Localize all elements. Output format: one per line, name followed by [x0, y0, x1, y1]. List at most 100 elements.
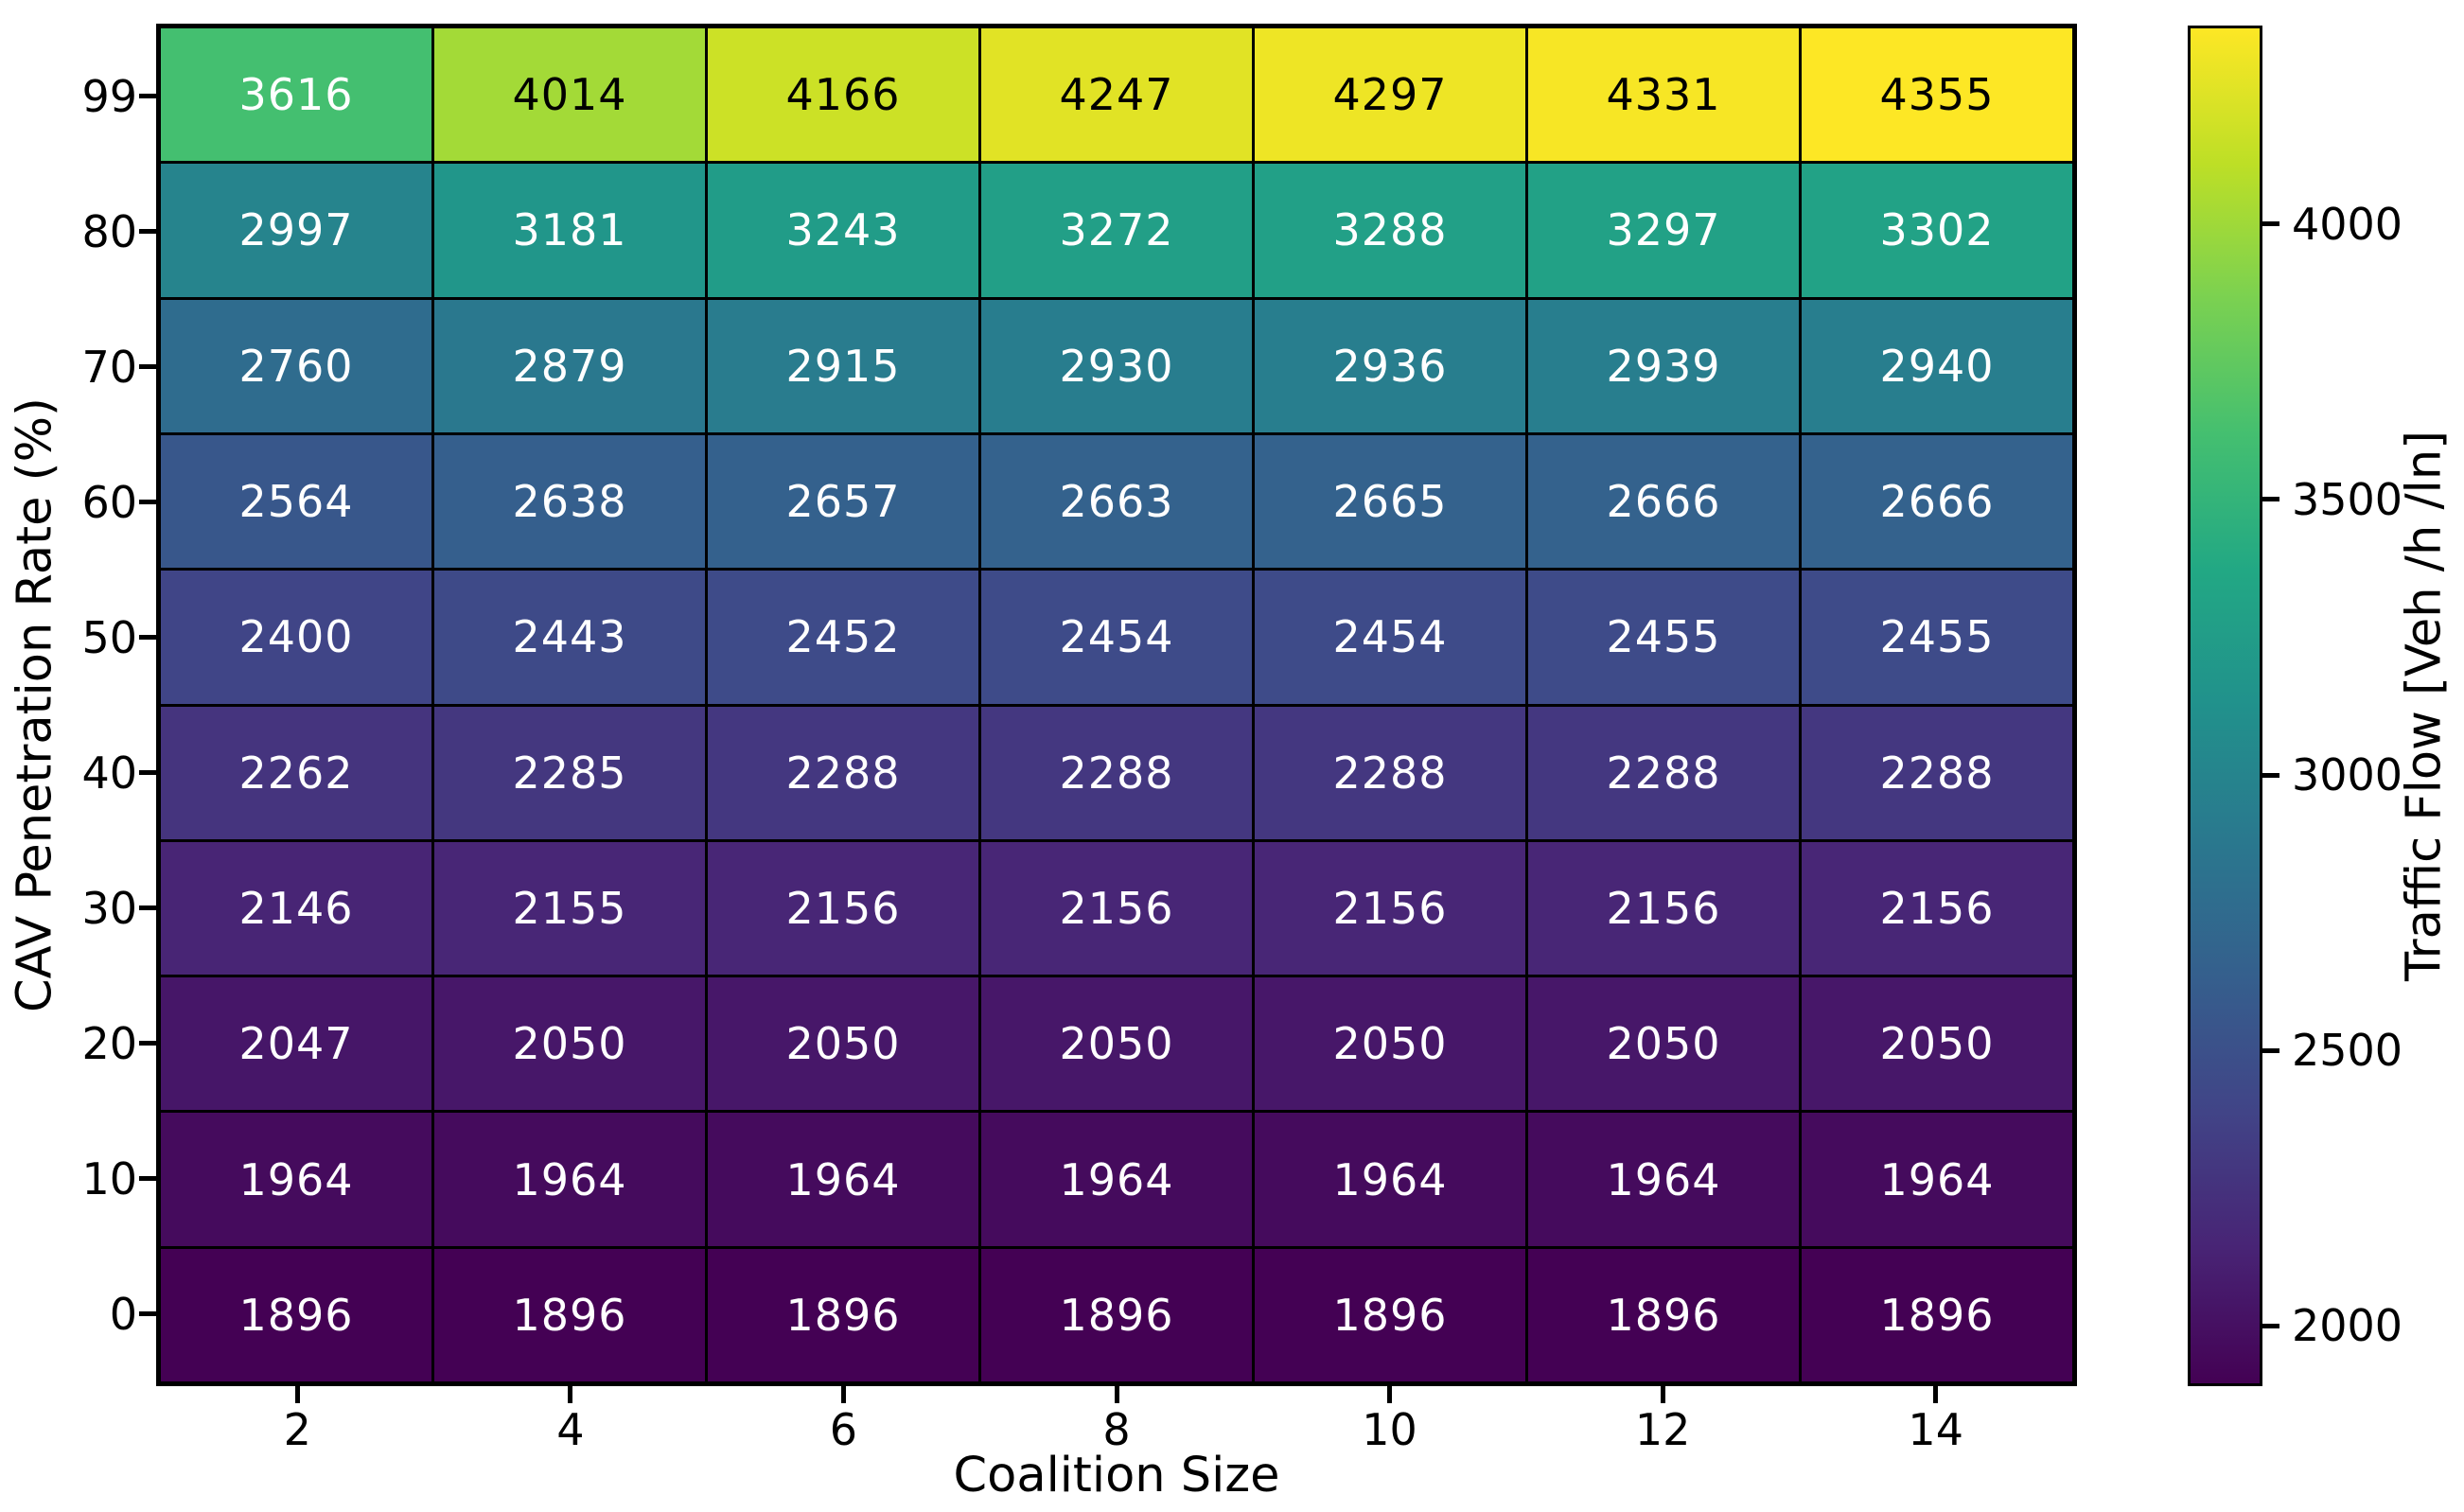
y-tick-label: 0: [109, 1288, 137, 1340]
x-tick-mark: [1114, 1386, 1119, 1403]
heatmap-cell: 2666: [1528, 434, 1799, 569]
colorbar-tick-label: 4000: [2292, 198, 2403, 250]
x-tick-label: 6: [829, 1404, 858, 1455]
heatmap-cell: 2452: [708, 571, 978, 704]
y-tick-label: 30: [81, 882, 137, 934]
heatmap-cell: 2454: [1255, 571, 1525, 704]
heatmap-cell: 1896: [708, 1248, 978, 1381]
heatmap-cell: 2156: [708, 841, 978, 976]
heatmap-cell: 4166: [708, 28, 978, 162]
y-tick-mark: [139, 500, 156, 504]
cell-value: 3181: [512, 204, 627, 256]
cell-value: 4297: [1332, 69, 1448, 121]
y-tick-label: 20: [81, 1017, 137, 1069]
cell-value: 2443: [512, 611, 627, 663]
x-tick-label: 12: [1634, 1404, 1691, 1455]
heatmap-cell: 2288: [708, 706, 978, 839]
heatmap-cell: 1896: [1255, 1248, 1525, 1381]
cell-value: 1896: [1606, 1289, 1721, 1341]
x-tick-label: 2: [283, 1404, 311, 1455]
heatmap-cell: 1964: [981, 1113, 1252, 1246]
heatmap-cell: 2879: [434, 299, 705, 432]
colorbar-tick-label: 3500: [2292, 473, 2403, 525]
y-tick-mark: [139, 770, 156, 775]
heatmap-cell: 3243: [708, 164, 978, 297]
colorbar-tick-label: 3000: [2292, 749, 2403, 801]
cell-value: 2936: [1332, 340, 1448, 392]
heatmap-cell: 3288: [1255, 164, 1525, 297]
cell-value: 2146: [238, 882, 354, 934]
heatmap-cell: 2155: [434, 841, 705, 976]
x-tick-label: 10: [1362, 1404, 1417, 1455]
x-tick-mark: [1933, 1386, 1939, 1403]
heatmap-cell: 2050: [1255, 977, 1525, 1111]
heatmap-cell: 2663: [981, 434, 1252, 569]
y-axis-label: CAV Penetration Rate (%): [7, 397, 63, 1012]
y-tick-label: 99: [81, 70, 137, 122]
heatmap-cell: 3302: [1802, 164, 2072, 297]
heatmap-cell: 1964: [434, 1113, 705, 1246]
cell-value: 4331: [1606, 69, 1721, 121]
cell-value: 2288: [1332, 747, 1448, 799]
cell-value: 2285: [512, 747, 627, 799]
heatmap-cell: 1964: [161, 1113, 431, 1246]
heatmap-cell: 2940: [1802, 299, 2072, 432]
cell-value: 2050: [1879, 1018, 1995, 1070]
cell-value: 2288: [1059, 747, 1174, 799]
cell-value: 1964: [1879, 1153, 1995, 1205]
heatmap-cell: 4331: [1528, 28, 1799, 162]
heatmap-cell: 2657: [708, 434, 978, 569]
heatmap-cell: 2443: [434, 571, 705, 704]
y-tick-mark: [139, 364, 156, 369]
x-tick-label: 14: [1908, 1404, 1963, 1455]
heatmap-cell: 2997: [161, 164, 431, 297]
heatmap-cell: 1964: [1802, 1113, 2072, 1246]
cell-value: 2288: [1606, 747, 1721, 799]
y-tick-mark: [139, 1176, 156, 1181]
y-tick-label: 70: [81, 341, 137, 393]
heatmap-cell: 2156: [1255, 841, 1525, 976]
cell-value: 1964: [785, 1153, 901, 1205]
heatmap-cell: 2455: [1802, 571, 2072, 704]
heatmap-cell: 1964: [1528, 1113, 1799, 1246]
cell-value: 2156: [1059, 882, 1174, 934]
cell-value: 2666: [1879, 476, 1995, 528]
cell-value: 2047: [238, 1018, 354, 1070]
cell-value: 2997: [238, 204, 354, 256]
heatmap-cell: 1896: [434, 1248, 705, 1381]
cell-value: 4166: [785, 69, 901, 121]
cell-value: 2940: [1879, 340, 1995, 392]
cell-value: 2400: [238, 611, 354, 663]
colorbar-label: Traffic Flow [Veh /h /ln]: [2396, 430, 2453, 982]
colorbar-gradient: [2188, 26, 2262, 1386]
cell-value: 2050: [1606, 1018, 1721, 1070]
cell-value: 1964: [1332, 1153, 1448, 1205]
cell-value: 2455: [1606, 611, 1721, 663]
y-tick-mark: [139, 1311, 156, 1316]
heatmap-cell: 2050: [1802, 977, 2072, 1111]
heatmap-cell: 2455: [1528, 571, 1799, 704]
cell-value: 4355: [1879, 69, 1995, 121]
heatmap-cell: 1964: [1255, 1113, 1525, 1246]
cell-value: 2760: [238, 340, 354, 392]
heatmap-cell: 1896: [161, 1248, 431, 1381]
heatmap-cell: 3181: [434, 164, 705, 297]
cell-value: 1964: [238, 1153, 354, 1205]
cell-value: 1896: [1059, 1289, 1174, 1341]
cell-value: 2050: [1059, 1018, 1174, 1070]
y-tick-label: 10: [81, 1152, 137, 1204]
heatmap-grid: 3616 4014 4166 4247 4297 4331 4355 2997 3181 3243…: [156, 24, 2077, 1386]
cell-value: 1896: [238, 1289, 354, 1341]
cell-value: 1964: [512, 1153, 627, 1205]
heatmap-cell: 2156: [1528, 841, 1799, 976]
heatmap-cell: 4297: [1255, 28, 1525, 162]
cell-value: 2262: [238, 747, 354, 799]
heatmap-cell: 2285: [434, 706, 705, 839]
cell-value: 1964: [1059, 1153, 1174, 1205]
heatmap-cell: 2288: [1528, 706, 1799, 839]
colorbar-tick-mark: [2262, 1047, 2279, 1053]
x-tick-mark: [1660, 1386, 1665, 1403]
y-tick-mark: [139, 635, 156, 640]
heatmap-cell: 2666: [1802, 434, 2072, 569]
